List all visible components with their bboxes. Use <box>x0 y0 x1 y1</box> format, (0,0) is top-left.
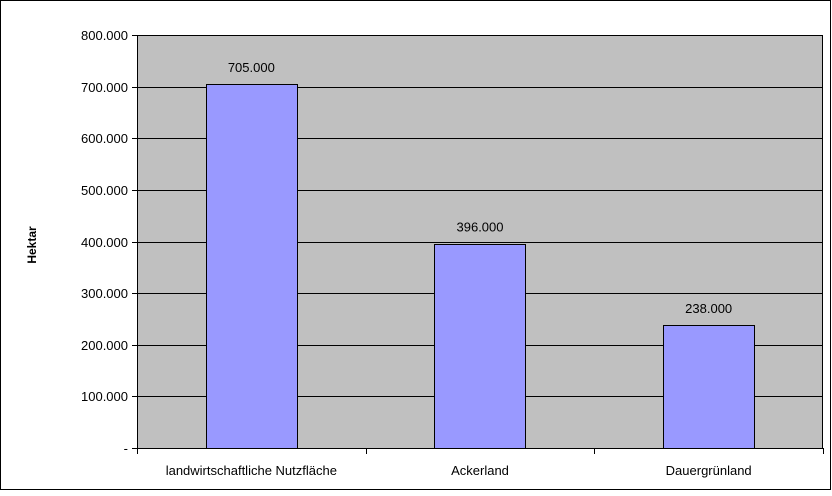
x-category-label: Ackerland <box>451 463 509 478</box>
y-tick-label: 700.000 <box>81 80 128 95</box>
bar <box>663 325 755 449</box>
y-axis-title: Hektar <box>25 226 39 264</box>
data-label: 705.000 <box>228 60 275 75</box>
y-tick-label: 100.000 <box>81 389 128 404</box>
y-tick-label: - <box>124 441 128 456</box>
y-tick-label: 800.000 <box>81 28 128 43</box>
data-label: 396.000 <box>457 220 504 235</box>
x-category-label: landwirtschaftliche Nutzfläche <box>166 463 337 478</box>
plot-frame <box>137 35 823 449</box>
x-category-label: Dauergrünland <box>666 463 752 478</box>
y-tick-label: 400.000 <box>81 235 128 250</box>
bar <box>434 244 526 449</box>
y-tick-label: 200.000 <box>81 338 128 353</box>
y-tick-label: 300.000 <box>81 286 128 301</box>
data-label: 238.000 <box>685 301 732 316</box>
y-tick-label: 600.000 <box>81 131 128 146</box>
axes <box>132 35 824 454</box>
bar <box>206 84 298 449</box>
labels: - 100.000 200.000 300.000 400.000 500.000 600.… <box>81 28 752 478</box>
bars <box>206 84 755 449</box>
y-tick-label: 500.000 <box>81 183 128 198</box>
